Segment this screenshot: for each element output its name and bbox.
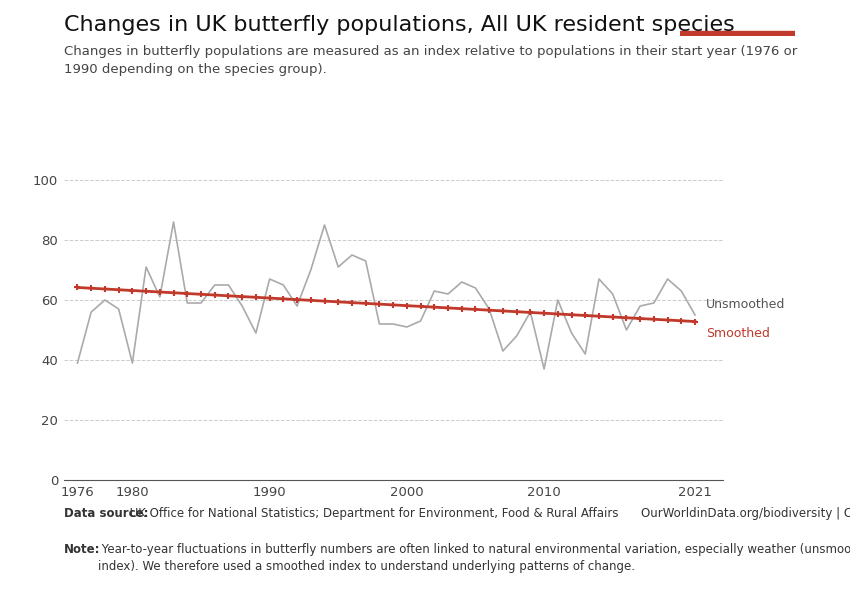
Text: in Data: in Data bbox=[717, 19, 757, 28]
Text: Unsmoothed: Unsmoothed bbox=[706, 298, 785, 311]
Text: Changes in butterfly populations are measured as an index relative to population: Changes in butterfly populations are mea… bbox=[64, 45, 797, 76]
Text: Smoothed: Smoothed bbox=[706, 327, 770, 340]
Text: Note:: Note: bbox=[64, 543, 100, 556]
Text: Data source:: Data source: bbox=[64, 507, 148, 520]
Bar bbox=[680, 31, 795, 36]
Text: Our World: Our World bbox=[710, 7, 765, 17]
Text: UK Office for National Statistics; Department for Environment, Food & Rural Affa: UK Office for National Statistics; Depar… bbox=[126, 507, 850, 520]
Text: Changes in UK butterfly populations, All UK resident species: Changes in UK butterfly populations, All… bbox=[64, 15, 734, 35]
Text: Year-to-year fluctuations in butterfly numbers are often linked to natural envir: Year-to-year fluctuations in butterfly n… bbox=[98, 543, 850, 573]
